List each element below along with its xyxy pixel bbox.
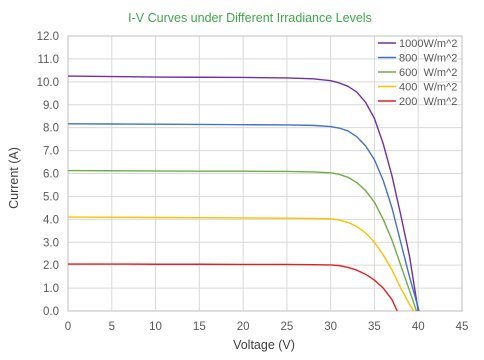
y-tick-label: 7.0 bbox=[43, 146, 59, 158]
y-tick-label: 10.0 bbox=[37, 77, 59, 89]
x-tick-label: 15 bbox=[193, 321, 206, 333]
y-tick-label: 6.0 bbox=[43, 169, 59, 181]
x-tick-label: 5 bbox=[109, 321, 115, 333]
series-line-3 bbox=[67, 216, 415, 312]
axes: 0.0 1.0 2.0 3.0 4.0 5.0 6.0 7.0 8.0 9.0 10.0 11.0 12… bbox=[37, 31, 469, 333]
legend-label-1: 800 W/m^2 bbox=[399, 53, 457, 65]
x-tick-label: 30 bbox=[324, 321, 337, 333]
series-line-4 bbox=[68, 263, 398, 312]
y-tick-label: 4.0 bbox=[43, 214, 59, 226]
series-line-1 bbox=[67, 123, 420, 312]
x-tick-label: 20 bbox=[237, 321, 250, 333]
x-tick-label: 0 bbox=[65, 321, 71, 333]
y-tick-label: 9.0 bbox=[43, 100, 59, 112]
plot-area-border bbox=[67, 35, 463, 312]
y-tick-label: 11.0 bbox=[37, 54, 59, 66]
x-tick-label: 45 bbox=[456, 321, 469, 333]
series-line-2 bbox=[67, 169, 418, 312]
y-tick-label: 2.0 bbox=[43, 260, 59, 272]
x-tick-label: 40 bbox=[412, 321, 425, 333]
legend-label-0: 1000W/m^2 bbox=[399, 38, 457, 50]
y-axis-label: Current (A) bbox=[7, 147, 21, 209]
y-tick-label: 1.0 bbox=[43, 283, 59, 295]
y-tick-label: 12.0 bbox=[37, 31, 59, 43]
series-line-0 bbox=[67, 75, 419, 312]
legend-label-4: 200 W/m^2 bbox=[399, 96, 457, 108]
chart-title: I-V Curves under Different Irradiance Le… bbox=[128, 11, 372, 25]
y-tick-label: 8.0 bbox=[43, 123, 59, 135]
y-tick-label: 5.0 bbox=[43, 191, 59, 203]
y-tick-label: 3.0 bbox=[43, 237, 59, 249]
x-axis-label: Voltage (V) bbox=[233, 338, 295, 352]
legend-label-3: 400 W/m^2 bbox=[399, 82, 457, 94]
x-tick-label: 10 bbox=[149, 321, 162, 333]
series-lines bbox=[67, 75, 420, 312]
x-tick-label: 25 bbox=[280, 321, 293, 333]
y-tick-label: 0.0 bbox=[43, 306, 59, 318]
x-tick-label: 35 bbox=[368, 321, 381, 333]
legend: 1000W/m^2 800 W/m^2 600 W/m^2 400 W/m^2 200 … bbox=[378, 38, 457, 108]
legend-label-2: 600 W/m^2 bbox=[399, 67, 457, 79]
